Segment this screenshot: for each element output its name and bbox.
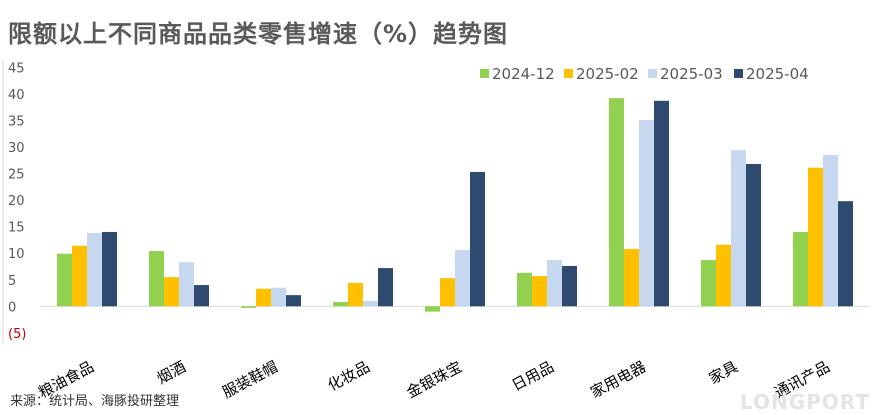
y-tick-label: 0 [8,300,16,315]
bar-2025-04 [378,268,393,307]
source-note: 来源：统计局、海豚投研整理 [10,394,180,409]
legend-label: 2025-04 [746,65,809,83]
bar-2025-04 [838,201,853,307]
bar-2025-04 [470,171,485,307]
y-tick-label: 10 [8,247,25,262]
y-tick-label: 5 [8,274,16,289]
legend-label: 2025-02 [576,65,639,83]
x-tick-label: 服装鞋帽 [219,358,280,402]
x-tick-label: 化妆品 [325,358,373,395]
bar-2024-12 [701,260,716,307]
bar-2025-03 [179,262,194,307]
bar-2025-04 [194,285,209,307]
bar-2025-02 [716,244,731,307]
bar-2025-02 [532,276,547,307]
bar-2024-12 [333,302,348,307]
bar-2025-03 [639,119,654,307]
y-tick-label: 15 [8,221,25,236]
bar-2025-03 [547,260,562,307]
bar-2024-12 [241,306,256,308]
legend-swatch [648,69,657,78]
y-tick-label: 35 [8,114,25,129]
legend-swatch [734,69,743,78]
legend-swatch [564,69,573,78]
x-tick-label: 烟酒 [154,358,189,388]
y-tick-label: (5) [8,327,26,342]
x-tick-label: 家用电器 [587,358,648,402]
bar-2025-03 [271,287,286,307]
bar-2025-03 [87,233,102,307]
bar-2025-04 [746,163,761,307]
x-tick-label: 家具 [706,358,741,388]
y-tick-label: 25 [8,168,25,183]
y-tick-label: 20 [8,194,25,209]
bar-2025-02 [164,277,179,307]
bar-2025-03 [823,154,838,307]
bar-2025-02 [440,278,455,307]
x-tick-label: 金银珠宝 [403,358,464,402]
bar-2025-02 [256,288,271,307]
bar-2025-04 [654,100,669,307]
bar-2024-12 [425,306,440,312]
bar-2025-03 [731,150,746,307]
bar-2024-12 [517,272,532,307]
bar-2024-12 [57,253,72,307]
bar-2025-04 [562,265,577,307]
bar-2025-02 [808,167,823,307]
bar-2025-03 [363,300,378,307]
bar-2025-02 [624,248,639,307]
x-tick-label: 日用品 [509,358,557,395]
legend-label: 2024-12 [492,65,555,83]
legend-label: 2025-03 [660,65,723,83]
y-tick-label: 45 [8,61,25,76]
legend-swatch [480,69,489,78]
bar-2025-04 [286,295,301,307]
y-tick-label: 30 [8,141,25,156]
bar-2025-02 [72,245,87,307]
y-tick-label: 40 [8,88,25,103]
bar-2025-02 [348,282,363,307]
bar-2024-12 [609,98,624,307]
bar-2025-04 [102,231,117,307]
bar-2025-03 [455,250,470,307]
watermark-logo: LONGPORT [740,390,870,414]
chart-title: 限额以上不同商品品类零售增速（%）趋势图 [8,20,509,48]
bar-2024-12 [149,251,164,307]
bar-2024-12 [793,231,808,307]
